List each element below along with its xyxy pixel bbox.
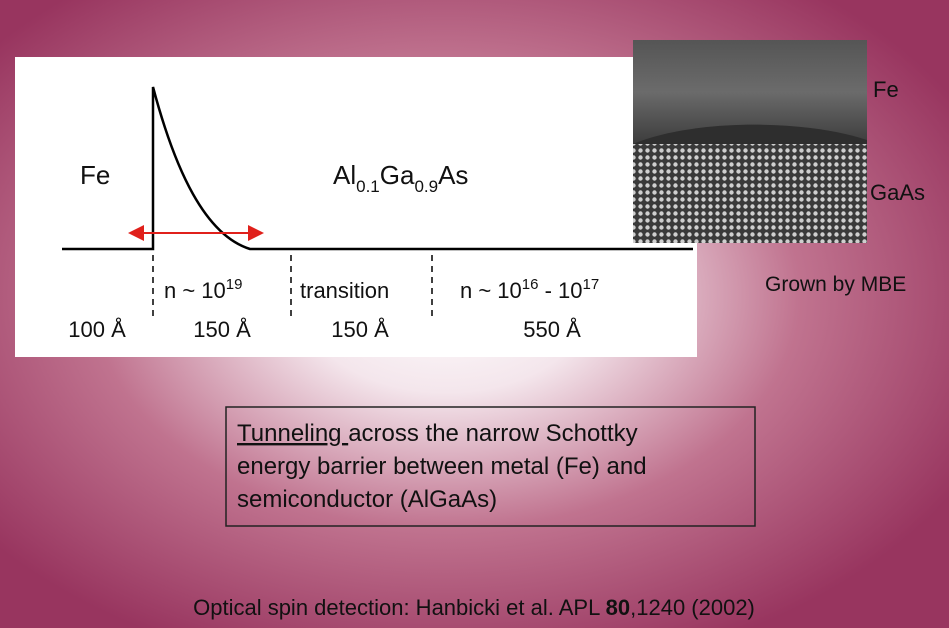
text: - 10 [538, 278, 582, 303]
diagram-panel [15, 57, 697, 357]
note-line: Tunneling across the narrow Schottky [237, 420, 638, 447]
doping-label: transition [300, 278, 389, 303]
superscript: 19 [226, 276, 243, 293]
slide: Fe Al0.1Ga0.9As n ~ 1019 transition n ~ … [0, 0, 949, 628]
text: n ~ 10 [460, 278, 522, 303]
text: Al [333, 160, 356, 190]
underlined-text: Tunneling [237, 420, 348, 447]
superscript: 17 [583, 276, 600, 293]
metal-label: Fe [80, 160, 110, 190]
footer: Optical spin detection: Hanbicki et al. … [193, 595, 755, 620]
subscript: 0.1 [356, 177, 380, 196]
photo-caption: Grown by MBE [765, 273, 906, 296]
text: ,1240 (2002) [630, 595, 755, 620]
note-line: semiconductor (AlGaAs) [237, 486, 497, 513]
text: As [438, 160, 468, 190]
width-label: 550 Å [523, 317, 581, 342]
superscript: 16 [522, 276, 539, 293]
note-line: energy barrier between metal (Fe) and [237, 453, 647, 480]
text: Ga [380, 160, 415, 190]
width-label: 100 Å [68, 317, 126, 342]
photo-gaas [633, 144, 867, 243]
width-label: 150 Å [193, 317, 251, 342]
text: Optical spin detection: Hanbicki et al. … [193, 595, 606, 620]
photo-label: GaAs [870, 180, 925, 205]
volume: 80 [606, 595, 630, 620]
text: across the narrow Schottky [348, 420, 637, 447]
subscript: 0.9 [414, 177, 438, 196]
photo-label: Fe [873, 77, 899, 102]
text: n ~ 10 [164, 278, 226, 303]
width-label: 150 Å [331, 317, 389, 342]
